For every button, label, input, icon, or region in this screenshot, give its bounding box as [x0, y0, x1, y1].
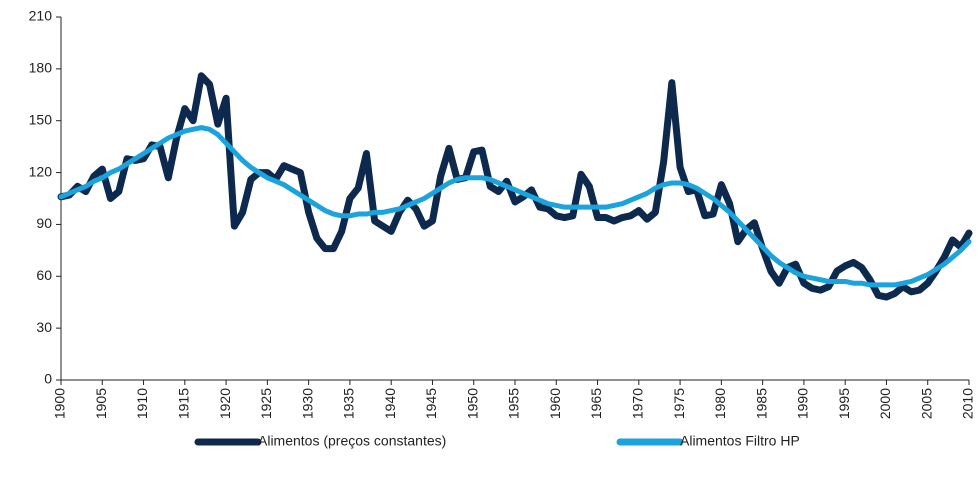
x-tick-label: 1925: [258, 388, 274, 419]
x-tick-label: 1915: [176, 388, 192, 419]
x-tick-label: 1990: [795, 388, 811, 419]
legend-label: Alimentos (preços constantes): [258, 433, 446, 449]
x-tick-label: 1930: [299, 388, 315, 419]
y-tick-label: 30: [36, 319, 52, 335]
legend-label: Alimentos Filtro HP: [680, 433, 800, 449]
x-tick-label: 1945: [423, 388, 439, 419]
y-tick-label: 150: [29, 111, 53, 127]
x-tick-label: 2000: [877, 388, 893, 419]
x-tick-label: 1985: [753, 388, 769, 419]
x-tick-label: 1965: [588, 388, 604, 419]
series-line: [57, 72, 973, 301]
series-line: [58, 125, 972, 288]
y-tick-label: 60: [36, 267, 52, 283]
x-tick-label: 1920: [217, 388, 233, 419]
y-tick-label: 180: [29, 60, 53, 76]
x-tick-label: 1935: [341, 388, 357, 419]
x-tick-label: 2010: [960, 388, 976, 419]
x-tick-label: 1955: [506, 388, 522, 419]
x-tick-label: 1905: [93, 388, 109, 419]
x-tick-label: 1960: [547, 388, 563, 419]
x-tick-label: 1950: [464, 388, 480, 419]
x-tick-label: 1940: [382, 388, 398, 419]
x-tick-label: 1980: [712, 388, 728, 419]
y-tick-label: 120: [29, 163, 53, 179]
x-tick-label: 1975: [671, 388, 687, 419]
y-tick-label: 90: [36, 215, 52, 231]
x-tick-label: 2005: [918, 388, 934, 419]
x-tick-label: 1910: [134, 388, 150, 419]
y-tick-label: 210: [29, 8, 53, 24]
y-tick-label: 0: [44, 371, 52, 387]
x-tick-label: 1970: [630, 388, 646, 419]
x-tick-label: 1995: [836, 388, 852, 419]
x-tick-label: 1900: [52, 388, 68, 419]
